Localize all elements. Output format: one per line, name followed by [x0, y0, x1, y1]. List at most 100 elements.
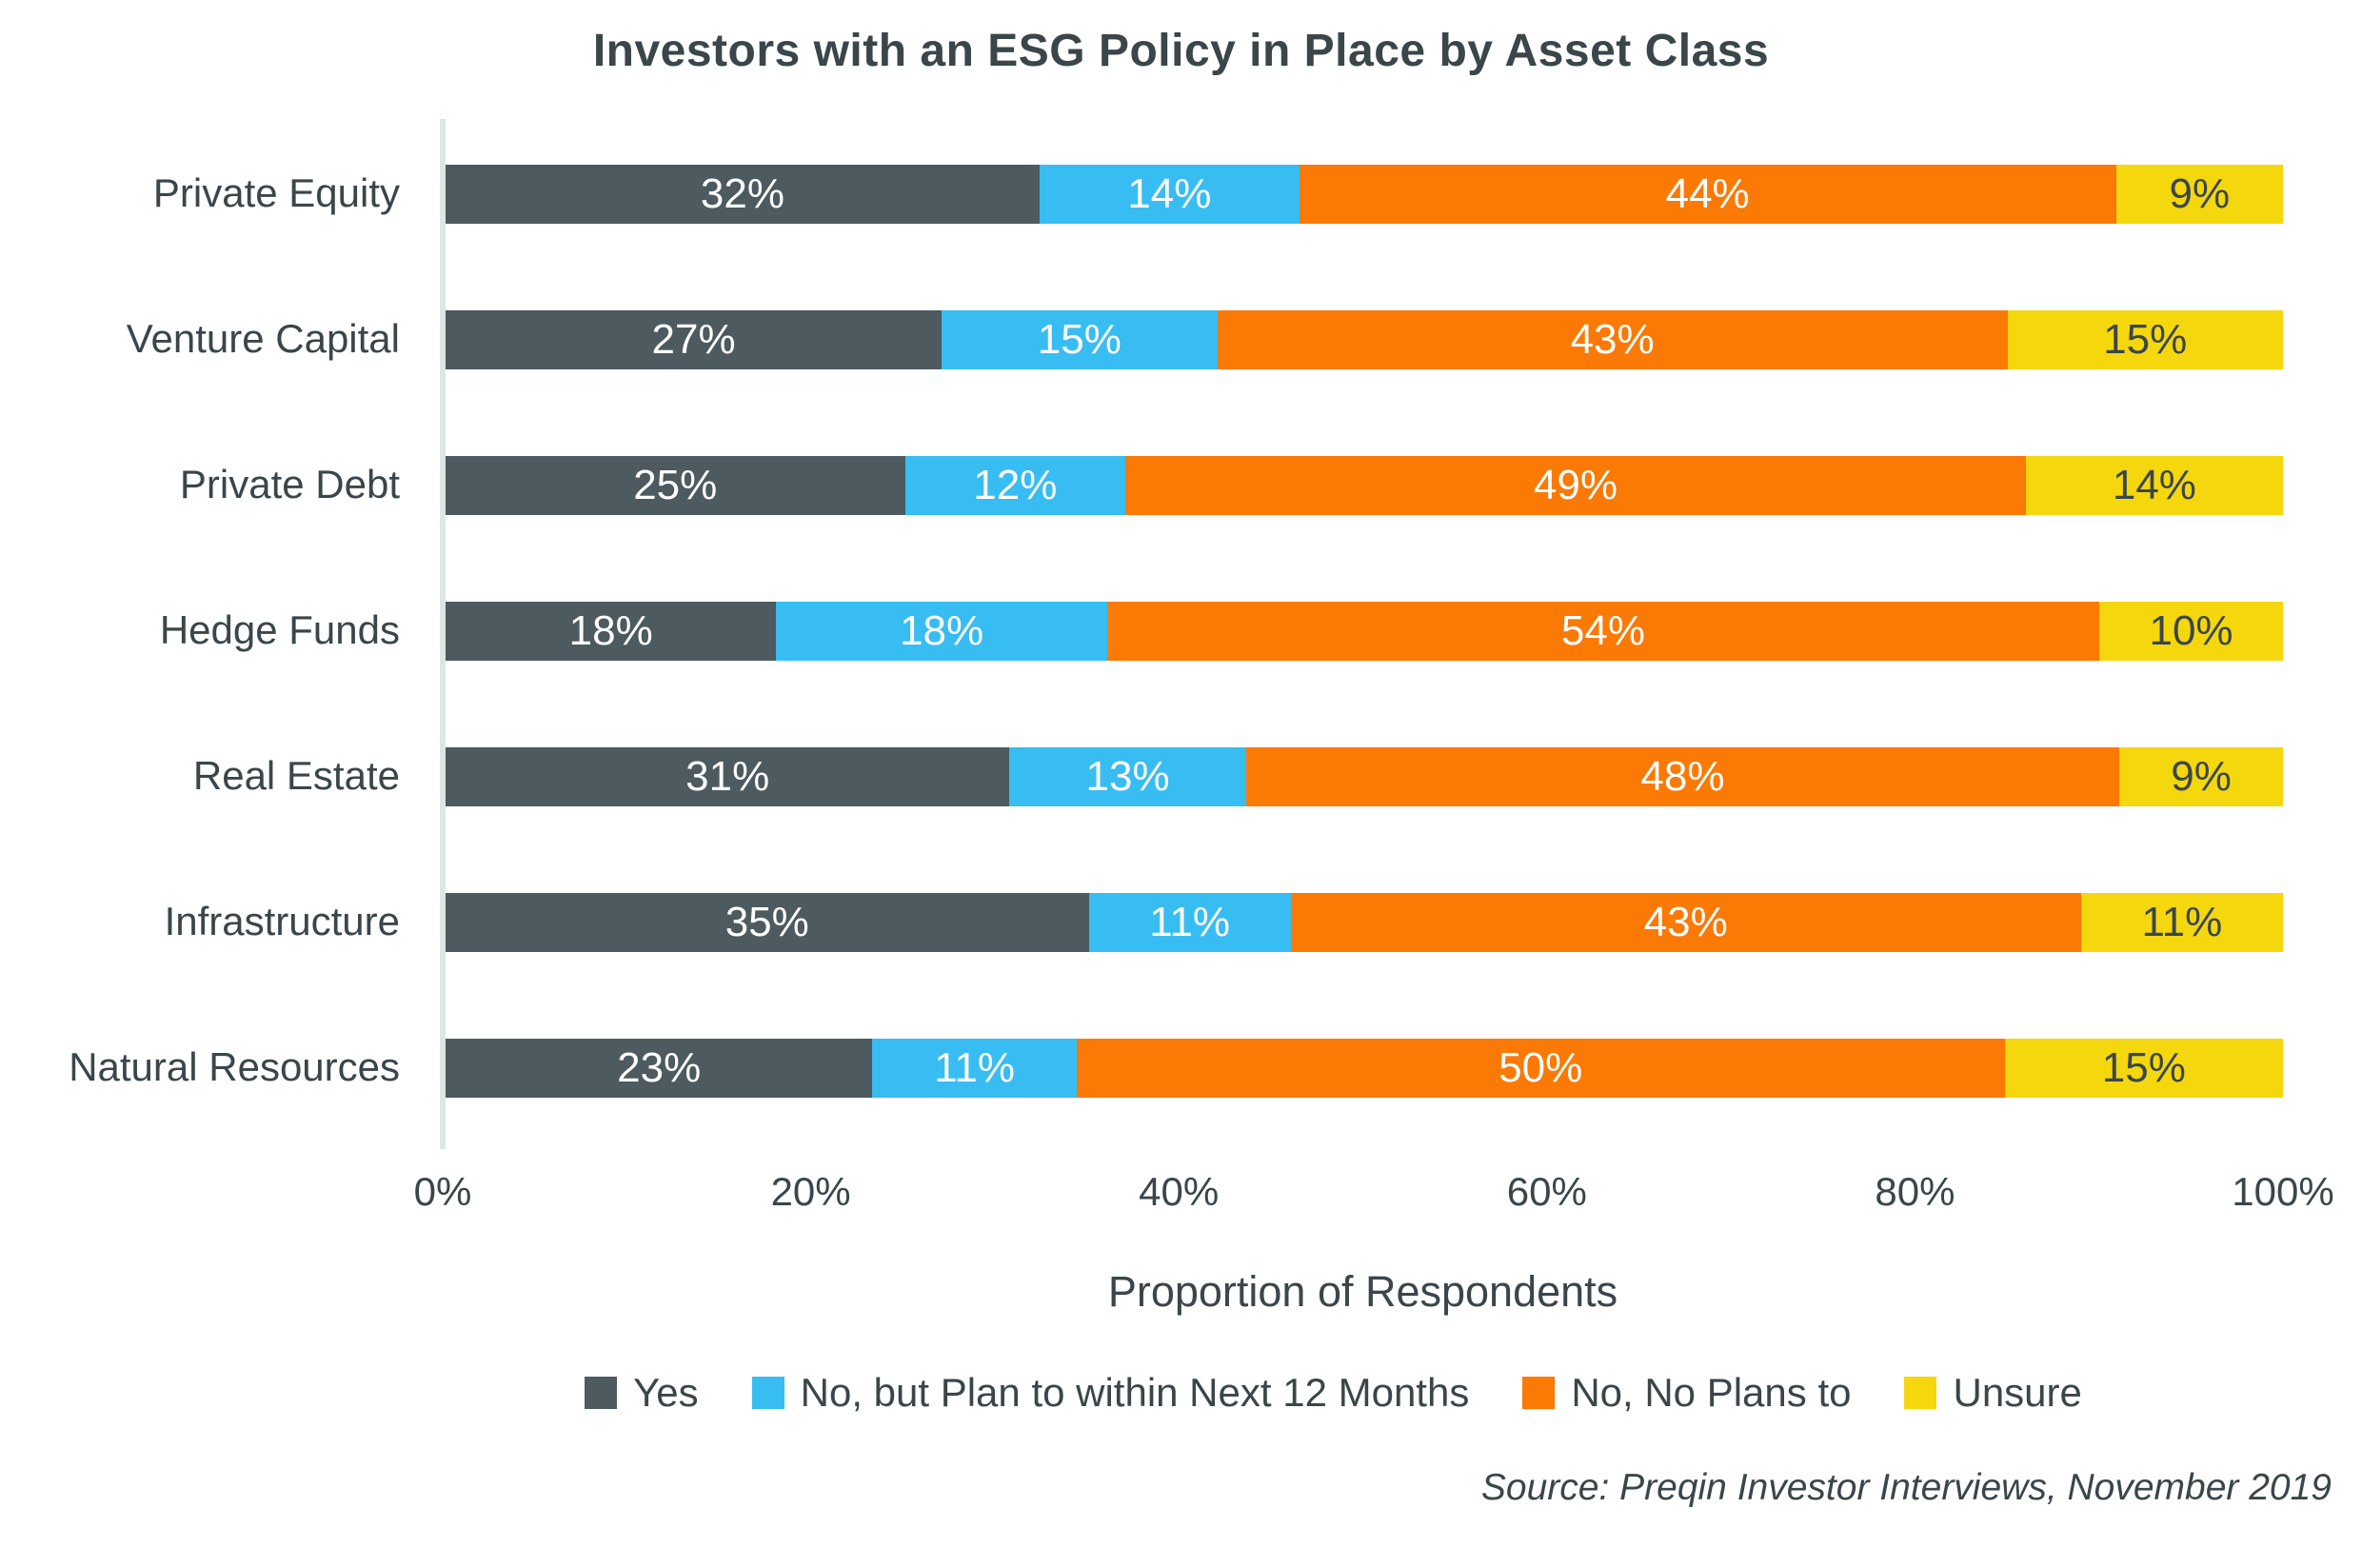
bar-segment: 43% — [1290, 892, 2081, 952]
legend-item: Yes — [585, 1370, 699, 1416]
segment-value-label: 18% — [900, 606, 984, 654]
bar-segment: 12% — [904, 455, 1126, 515]
bar-segment: 14% — [1039, 164, 1300, 224]
legend-label: No, No Plans to — [1571, 1370, 1852, 1415]
x-tick-label: 100% — [2232, 1169, 2334, 1214]
bar-row: Venture Capital 27% 15% 43% 15% — [0, 267, 2362, 412]
chart-title: Investors with an ESG Policy in Place by… — [592, 26, 1770, 76]
category-label: Private Equity — [152, 170, 400, 216]
segment-value-label: 49% — [1533, 461, 1618, 508]
legend-label: Yes — [633, 1370, 699, 1415]
segment-value-label: 12% — [973, 461, 1058, 508]
segment-value-label: 13% — [1085, 752, 1170, 800]
x-axis: 0% 20% 40% 60% 80% 100% — [414, 1141, 2334, 1241]
bar-segment: 11% — [1088, 892, 1291, 952]
x-axis-label: Proportion of Respondents — [1107, 1267, 1618, 1316]
bar-segment: 54% — [1106, 601, 2100, 661]
category-label: Venture Capital — [126, 316, 400, 362]
bar-segment: 43% — [1217, 309, 2008, 369]
legend-swatch — [751, 1377, 784, 1409]
segment-value-label: 14% — [2112, 461, 2196, 508]
segment-value-label: 11% — [934, 1043, 1016, 1091]
y-axis-line — [440, 119, 446, 1149]
legend-swatch — [1522, 1377, 1556, 1409]
segment-value-label: 48% — [1640, 752, 1725, 800]
bar-segment: 25% — [446, 455, 905, 515]
segment-value-label: 18% — [568, 606, 653, 654]
bar-segment: 15% — [942, 309, 1218, 369]
bar-row: Infrastructure 35% 11% 43% 11% — [0, 849, 2362, 995]
stacked-bar: 32% 14% 44% 9% — [446, 164, 2283, 224]
bar-segment: 35% — [446, 892, 1089, 952]
bar-segment: 31% — [446, 746, 1010, 806]
segment-value-label: 11% — [2141, 898, 2223, 945]
x-tick-label: 80% — [1875, 1169, 1955, 1214]
category-label: Infrastructure — [164, 899, 400, 944]
bar-row: Private Debt 25% 12% 49% 14% — [0, 412, 2362, 558]
bar-segment: 23% — [446, 1038, 873, 1098]
legend-item: No, No Plans to — [1522, 1370, 1851, 1416]
bar-segment: 48% — [1245, 746, 2120, 806]
legend-label: No, but Plan to within Next 12 Months — [800, 1370, 1470, 1415]
x-tick-label: 0% — [413, 1169, 472, 1214]
x-tick-label: 20% — [770, 1169, 851, 1214]
bar-segment: 27% — [446, 309, 943, 369]
bar-segment: 44% — [1299, 164, 2116, 224]
segment-value-label: 44% — [1665, 169, 1750, 217]
bar-row: Private Equity 32% 14% 44% 9% — [0, 121, 2362, 267]
legend-item: No, but Plan to within Next 12 Months — [751, 1370, 1470, 1416]
stacked-bar: 35% 11% 43% 11% — [446, 892, 2283, 952]
segment-value-label: 14% — [1127, 169, 1212, 217]
legend-item: Unsure — [1904, 1370, 2082, 1416]
bar-segment: 9% — [2115, 164, 2283, 224]
segment-value-label: 11% — [1149, 898, 1231, 945]
stacked-bar: 23% 11% 50% 15% — [446, 1038, 2283, 1098]
segment-value-label: 15% — [2103, 315, 2188, 363]
bar-segment: 15% — [2007, 309, 2283, 369]
bar-row: Real Estate 31% 13% 48% 9% — [0, 704, 2362, 849]
bar-segment: 13% — [1009, 746, 1246, 806]
source-note: Source: Preqin Investor Interviews, Nove… — [1480, 1467, 2332, 1508]
segment-value-label: 23% — [617, 1043, 702, 1091]
bar-segment: 50% — [1076, 1038, 2005, 1098]
bar-segment: 14% — [2025, 455, 2283, 515]
segment-value-label: 54% — [1560, 606, 1645, 654]
bar-segment: 11% — [2080, 892, 2283, 952]
legend-label: Unsure — [1953, 1370, 2082, 1415]
x-tick-label: 60% — [1506, 1169, 1587, 1214]
segment-value-label: 43% — [1643, 898, 1728, 945]
legend-swatch — [585, 1377, 618, 1409]
category-label: Natural Resources — [69, 1044, 400, 1090]
category-label: Private Debt — [179, 462, 400, 507]
bar-segment: 18% — [446, 601, 777, 661]
stacked-bar: 27% 15% 43% 15% — [446, 309, 2283, 369]
bar-row: Natural Resources 23% 11% 50% 15% — [0, 995, 2362, 1141]
bar-segment: 9% — [2119, 746, 2284, 806]
category-label: Hedge Funds — [159, 607, 400, 653]
bar-segment: 32% — [446, 164, 1040, 224]
plot-area: Private Equity 32% 14% 44% 9% Venture Capital… — [0, 119, 2362, 1149]
segment-value-label: 27% — [651, 315, 736, 363]
bar-segment: 10% — [2099, 601, 2284, 661]
segment-value-label: 25% — [633, 461, 718, 508]
x-tick-label: 40% — [1139, 1169, 1220, 1214]
bar-segment: 11% — [872, 1038, 1077, 1098]
bar-segment: 18% — [776, 601, 1107, 661]
segment-value-label: 31% — [685, 752, 770, 800]
bar-segment: 49% — [1125, 455, 2026, 515]
segment-value-label: 15% — [2101, 1043, 2186, 1091]
segment-value-label: 35% — [724, 898, 809, 945]
legend: Yes No, but Plan to within Next 12 Months… — [381, 1370, 2286, 1416]
legend-swatch — [1904, 1377, 1937, 1409]
segment-value-label: 50% — [1499, 1043, 1583, 1091]
segment-value-label: 9% — [2171, 752, 2232, 800]
segment-value-label: 9% — [2169, 169, 2231, 217]
stacked-bar: 25% 12% 49% 14% — [446, 455, 2283, 515]
segment-value-label: 32% — [700, 169, 784, 217]
category-label: Real Estate — [192, 753, 400, 799]
segment-value-label: 43% — [1570, 315, 1655, 363]
bar-segment: 15% — [2004, 1038, 2283, 1098]
stacked-bar: 18% 18% 54% 10% — [446, 601, 2284, 661]
stacked-bar: 31% 13% 48% 9% — [446, 746, 2284, 806]
